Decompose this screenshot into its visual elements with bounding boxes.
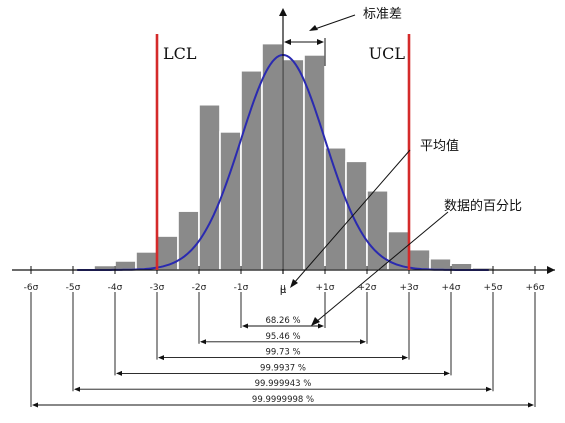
x-tick-label: +1σ (316, 283, 335, 293)
histogram-bar (429, 257, 452, 271)
coverage-intervals: 68.26 % 95.46 % 99.73 % 99.9937 % 99.999943 … (30, 292, 536, 408)
x-axis-arrow (547, 266, 555, 274)
mean-label: 平均值 (420, 138, 459, 154)
x-tick-label: +5σ (484, 283, 503, 293)
x-tick-label: -5σ (66, 283, 81, 293)
x-tick-label: μ (280, 283, 286, 293)
histogram-bar (114, 260, 137, 271)
x-tick-label: -2σ (192, 283, 207, 293)
histogram-bar (282, 58, 305, 271)
histogram-bar (345, 160, 368, 271)
coverage-arrow-right (318, 323, 324, 329)
coverage-arrow-left (200, 339, 206, 345)
x-tick-label: +3σ (400, 283, 419, 293)
std-dev-leader (311, 14, 356, 31)
x-tick-label: -3σ (150, 283, 165, 293)
coverage-label: 99.73 % (265, 348, 300, 358)
coverage-arrow-right (402, 355, 408, 361)
limit-label-lcl: LCL (163, 44, 197, 63)
coverage-label: 95.46 % (265, 332, 300, 342)
std-dev-arrow-left (284, 39, 291, 45)
coverage-label: 99.9937 % (260, 363, 306, 373)
std-dev-label: 标准差 (363, 7, 402, 22)
x-tick-label: -4σ (108, 283, 123, 293)
coverage-arrow-left (74, 386, 80, 392)
x-tick-label: +4σ (442, 283, 461, 293)
percent-leader (315, 211, 449, 323)
histogram-bar (198, 103, 221, 271)
coverage-arrow-left (242, 323, 248, 329)
mean-symbol: μ (280, 285, 287, 296)
coverage-arrow-right (528, 402, 534, 408)
coverage-label: 99.9999998 % (252, 395, 314, 405)
coverage-arrow-left (32, 402, 38, 408)
coverage-arrow-right (444, 370, 450, 376)
mean-leader-arrow (290, 279, 298, 288)
coverage-arrow-right (360, 339, 366, 345)
coverage-arrow-left (158, 355, 164, 361)
std-dev-arrow-right (317, 39, 324, 45)
x-tick-label: +2σ (358, 283, 377, 293)
histogram-bar (219, 131, 242, 271)
histogram-bar (261, 42, 284, 271)
histogram-bar (177, 210, 200, 271)
x-tick-label: -1σ (234, 283, 249, 293)
std-dev-leader-arrow (309, 25, 318, 31)
coverage-label: 99.999943 % (255, 379, 312, 389)
x-tick-label: -6σ (24, 283, 39, 293)
coverage-label: 68.26 % (265, 316, 300, 326)
coverage-arrow-right (486, 386, 492, 392)
mean-axis-arrow (279, 8, 287, 16)
x-tick-label: +6σ (526, 283, 545, 293)
histogram-bars (93, 42, 494, 271)
percent-label: 数据的百分比 (444, 198, 522, 214)
histogram-bar (408, 248, 431, 271)
histogram-bar (324, 146, 347, 271)
histogram-bar (240, 69, 263, 271)
limit-label-ucl: UCL (369, 44, 406, 63)
axes: -6σ -5σ -4σ -3σ -2σ -1σ μ +1σ +2σ +3σ +4σ +5σ +6σ (12, 8, 555, 293)
control-limits: LCL UCL (155, 34, 411, 270)
coverage-arrow-left (116, 370, 122, 376)
mean-leader (293, 149, 411, 284)
percent-leader-arrow (311, 317, 320, 326)
